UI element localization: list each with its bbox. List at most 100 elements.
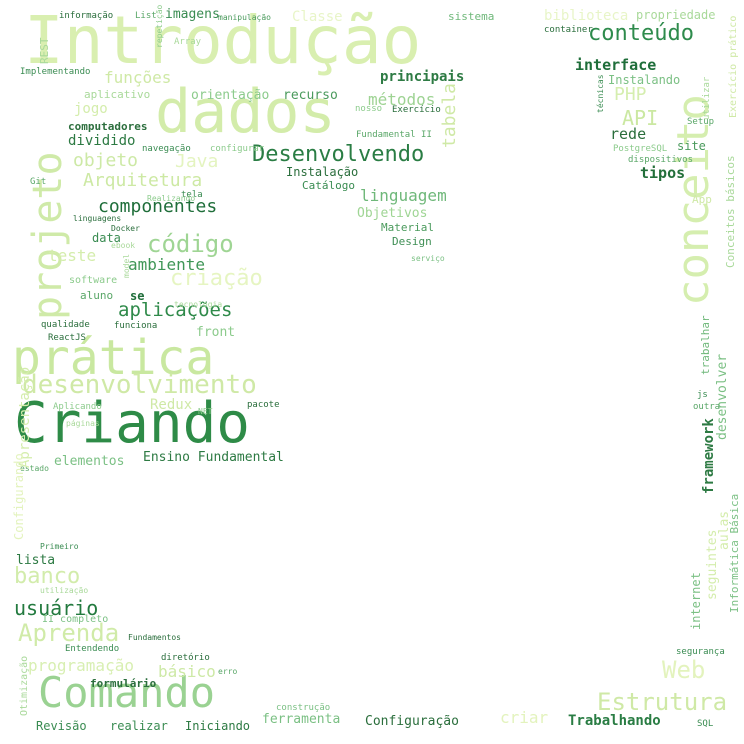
word-formulario: formulário	[90, 677, 157, 690]
word-implementando: Implementando	[20, 67, 91, 77]
word-diretorio: diretório	[161, 653, 210, 663]
word-elementos: elementos	[54, 454, 125, 469]
word-funciona: funciona	[114, 321, 158, 331]
word-classe: Classe	[292, 9, 343, 25]
word-pratica: prática	[12, 330, 215, 386]
word-material: Material	[381, 221, 434, 234]
word-front: front	[196, 325, 236, 340]
word-web: Web	[662, 656, 706, 684]
word-servico: serviço	[411, 254, 445, 263]
word-criar: criar	[500, 708, 549, 727]
word-seguranca: segurança	[676, 647, 725, 657]
word-ii-completo: II completo	[42, 614, 109, 625]
word-manipulacao: manipulação	[218, 13, 271, 22]
word-tecnicas: técnicas	[596, 74, 605, 113]
word-desenvolvendo: Desenvolvendo	[252, 142, 425, 167]
word-orientacao: orientação	[191, 88, 270, 103]
word-primeiro: Primeiro	[40, 542, 79, 551]
word-api: API	[622, 106, 659, 130]
word-realizando: Realizando	[147, 194, 196, 203]
word-git: Git	[30, 177, 47, 187]
word-dividido: dividido	[68, 133, 136, 149]
word-instalando: Instalando	[608, 73, 681, 87]
word-ferramenta: ferramenta	[262, 712, 341, 727]
word-data: data	[92, 231, 121, 245]
word-list: List	[135, 11, 157, 21]
word-erro: erro	[218, 667, 238, 676]
word-design: Design	[392, 235, 432, 248]
word-estrutura: Estrutura	[597, 688, 728, 716]
word-usuario: usuário	[14, 596, 99, 620]
word-conceitos-basicos: Conceitos básicos	[724, 155, 737, 268]
word-outra: outra	[693, 402, 721, 412]
word-imagens: imagens	[165, 7, 220, 22]
word-internet: internet	[689, 572, 703, 630]
word-utilizacao: utilização	[40, 586, 89, 595]
word-propriedade: propriedade	[636, 8, 716, 22]
word-funcoes: funções	[104, 68, 172, 87]
word-introducao: Introdução	[24, 2, 422, 79]
word-site: site	[677, 139, 706, 153]
word-tipos: tipos	[640, 164, 686, 182]
word-setup: Setup	[687, 117, 715, 127]
word-js: js	[697, 390, 708, 400]
word-criando: Criando	[14, 391, 251, 456]
word-configuracao: Configuração	[365, 714, 459, 729]
word-programacao: programação	[28, 656, 134, 675]
word-trabalhar: trabalhar	[699, 315, 712, 375]
word-net: NET	[198, 407, 213, 416]
word-estado: estado	[20, 464, 49, 473]
word-desenvolvimento: desenvolvimento	[22, 370, 257, 400]
word-teste: teste	[48, 246, 97, 265]
word-lista: lista	[16, 553, 56, 568]
word-informatica-basica: Informática Básica	[728, 493, 741, 613]
word-dispositivos: dispositivos	[628, 155, 694, 165]
word-repeticao: repetição	[155, 4, 164, 48]
word-fundamental-ii: Fundamental II	[356, 130, 432, 140]
word-revisao: Revisão	[36, 719, 87, 733]
word-desenvolver: desenvolver	[715, 353, 730, 440]
word-tecnologia: tecnologia	[174, 300, 223, 309]
word-metodos: métodos	[368, 90, 436, 109]
word-realizar: realizar	[110, 719, 168, 733]
word-recurso: recurso	[283, 88, 338, 103]
word-componentes: componentes	[98, 196, 218, 217]
word-interface: interface	[575, 56, 657, 74]
word-configurar: configurar	[210, 144, 265, 154]
word-sql: SQL	[697, 719, 714, 729]
word-catalogo: Catálogo	[302, 179, 355, 192]
word-java: Java	[175, 151, 219, 172]
word-app: App	[692, 193, 712, 206]
word-container: container	[544, 25, 593, 35]
word-aluno: aluno	[80, 289, 114, 302]
word-construcao: construção	[276, 703, 331, 713]
word-rest: REST	[38, 37, 51, 65]
word-objeto: objeto	[73, 150, 139, 171]
word-aplicacoes: aplicações	[118, 299, 233, 321]
word-ensino-fundamental: Ensino Fundamental	[143, 450, 284, 465]
word-navegacao: navegação	[142, 144, 191, 154]
word-exercicio-pratico: Exercício prático	[728, 15, 739, 118]
word-utilizar: utilizar	[702, 76, 712, 120]
word-entendendo: Entendendo	[65, 644, 120, 654]
word-rede: rede	[610, 125, 647, 143]
word-linguagens: linguagens	[73, 214, 122, 223]
word-fundamentos: Fundamentos	[128, 633, 181, 642]
word-se: se	[130, 289, 145, 303]
word-computadores: computadores	[68, 120, 148, 133]
word-ebook: ebook	[111, 241, 136, 250]
word-objetivos: Objetivos	[357, 206, 428, 221]
word-banco: banco	[14, 564, 81, 589]
word-instalacao: Instalação	[286, 165, 359, 179]
word-biblioteca: biblioteca	[544, 8, 629, 24]
word-aplicativo: aplicativo	[84, 88, 151, 101]
word-docker: Docker	[111, 224, 140, 233]
word-informacao: informação	[59, 11, 114, 21]
word-iniciando: Iniciando	[185, 719, 251, 733]
word-model: model	[122, 253, 131, 278]
word-ambiente: ambiente	[128, 255, 206, 274]
word-framework: framework	[701, 418, 717, 494]
word-postgresql: PostgreSQL	[613, 144, 668, 154]
word-tela: tela	[181, 190, 203, 200]
